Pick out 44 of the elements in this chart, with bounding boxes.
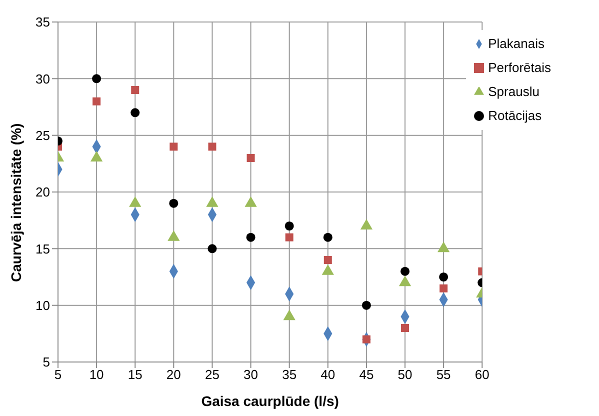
y-tick-label: 10 [36, 298, 50, 313]
point [324, 256, 332, 264]
legend-label: Sprauslu [488, 84, 540, 99]
x-tick-label: 10 [89, 367, 104, 382]
legend-label: Perforētais [488, 60, 551, 75]
point [246, 232, 256, 242]
point [401, 324, 410, 332]
x-tick-label: 15 [128, 367, 142, 382]
y-axis-title: Caurvēja intensitāte (%) [8, 123, 24, 282]
x-tick-label: 20 [166, 367, 181, 382]
x-tick-label: 35 [282, 367, 297, 382]
point [92, 74, 102, 84]
point [439, 272, 448, 282]
point [130, 108, 140, 118]
x-tick-label: 50 [398, 367, 412, 382]
x-tick-label: 25 [204, 367, 220, 382]
legend-label: Rotācijas [488, 108, 542, 123]
point [170, 142, 178, 151]
point [208, 244, 217, 254]
y-tick-label: 30 [36, 71, 50, 86]
point [131, 86, 140, 94]
x-tick-label: 40 [320, 367, 336, 382]
legend-label: Plakanais [488, 36, 544, 51]
point [169, 198, 178, 208]
point [284, 221, 294, 231]
point [92, 97, 101, 106]
point [246, 154, 255, 162]
y-tick-label: 5 [42, 354, 50, 370]
y-tick-label: 25 [36, 128, 50, 143]
point [362, 300, 371, 310]
point [323, 232, 332, 242]
x-tick-label: 60 [474, 367, 490, 382]
point [400, 266, 410, 276]
x-tick-label: 30 [244, 367, 258, 382]
x-tick-label: 55 [436, 367, 451, 382]
point [440, 284, 448, 292]
point [285, 233, 294, 242]
x-tick-label: 45 [359, 367, 374, 382]
y-tick-label: 20 [36, 184, 50, 200]
x-tick-label: 5 [54, 367, 62, 382]
y-tick-label: 35 [36, 14, 50, 30]
y-tick-label: 15 [36, 241, 50, 256]
x-axis-title: Gaisa caurplūde (l/s) [201, 393, 339, 409]
point [208, 142, 216, 151]
